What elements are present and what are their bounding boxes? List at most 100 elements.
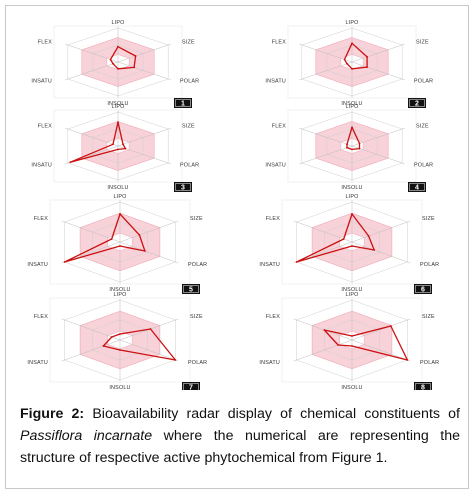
radar-panel-2: LIPO SIZE POLAR INSOLU INSATU FLEX 2 (265, 20, 433, 108)
data-point-lipo (117, 45, 119, 48)
data-point-lipo (351, 335, 353, 337)
radar-panel-6: LIPO SIZE POLAR INSOLU INSATU FLEX 6 (259, 194, 439, 294)
panel-number: 8 (421, 385, 425, 390)
data-point-flex (323, 329, 326, 331)
axis-label-lipo: LIPO (345, 104, 358, 110)
panel-badge (182, 284, 200, 294)
data-point-polar (406, 359, 409, 361)
axis-label-flex: FLEX (34, 314, 48, 320)
data-point-size (366, 56, 368, 58)
grid-spoke (351, 145, 405, 165)
data-point-insolu (351, 245, 353, 247)
panel-number: 6 (421, 287, 425, 294)
axis-label-insatu: INSATU (259, 262, 280, 268)
data-point-insatu (69, 161, 72, 164)
grid-spoke (65, 61, 119, 81)
axis-label-lipo: LIPO (345, 20, 358, 26)
grid-spoke (117, 43, 171, 63)
grid-spoke (117, 145, 171, 165)
radar-panel-4: LIPO SIZE POLAR INSOLU INSATU FLEX 4 (265, 104, 433, 192)
axis-label-polar: POLAR (188, 262, 207, 268)
axis-label-insolu: INSOLU (341, 287, 362, 293)
axis-label-insatu: INSATU (27, 262, 48, 268)
data-point-polar (144, 250, 146, 252)
grid-spoke (119, 339, 179, 362)
axis-label-size: SIZE (422, 216, 435, 222)
data-point-lipo (119, 213, 121, 215)
axis-label-lipo: LIPO (113, 292, 126, 298)
grid-spoke (351, 61, 405, 81)
axis-label-polar: POLAR (420, 360, 439, 366)
panel-badge-border (183, 383, 199, 390)
axis-label-polar: POLAR (180, 78, 199, 84)
grid-spoke (293, 220, 353, 243)
panel-badge (182, 382, 200, 390)
axis-label-insolu: INSOLU (107, 101, 128, 107)
data-point-insatu (295, 261, 298, 263)
radar-panel-5: LIPO SIZE POLAR INSOLU INSATU FLEX 5 (27, 194, 207, 294)
axis-label-insolu: INSOLU (341, 385, 362, 390)
data-point-lipo (117, 121, 119, 124)
grid-spoke (351, 318, 411, 341)
axis-label-insatu: INSATU (259, 360, 280, 366)
axis-label-insatu: INSATU (31, 162, 52, 168)
figure-caption: Figure 2: Bioavailability radar display … (20, 403, 460, 469)
data-point-insatu (102, 345, 105, 347)
axis-label-insolu: INSOLU (109, 385, 130, 390)
data-point-size (149, 328, 152, 330)
data-point-lipo (119, 333, 121, 335)
data-point-insatu (63, 261, 66, 263)
axis-label-lipo: LIPO (345, 194, 358, 200)
caption-label: Figure 2: (20, 406, 85, 423)
grid-box (287, 25, 417, 99)
grid-spoke (65, 127, 119, 147)
panel-badge-border (175, 183, 191, 191)
grid-spoke (351, 220, 411, 243)
data-point-flex (109, 58, 112, 61)
axis-label-lipo: LIPO (113, 194, 126, 200)
data-point-insolu (119, 349, 121, 351)
data-point-insatu (337, 344, 339, 346)
axis-label-polar: POLAR (414, 162, 433, 168)
axis-label-insatu: INSATU (265, 78, 286, 84)
data-point-polar (133, 66, 136, 69)
panel-badge (414, 284, 432, 294)
data-point-insolu (117, 67, 119, 70)
axis-label-flex: FLEX (38, 123, 52, 129)
radar-panel-7: LIPO SIZE POLAR INSOLU INSATU FLEX 7 (27, 292, 207, 390)
grid-spoke (61, 339, 121, 362)
axis-label-lipo: LIPO (111, 104, 124, 110)
figure-frame (5, 5, 469, 489)
grid-spoke (351, 127, 405, 147)
grid-spoke (351, 241, 411, 264)
grid-spoke (65, 43, 119, 63)
axis-label-flex: FLEX (38, 39, 52, 45)
axis-label-size: SIZE (416, 123, 429, 129)
grid-box (53, 109, 183, 183)
axis-label-insolu: INSOLU (107, 185, 128, 191)
panel-badge (408, 98, 426, 108)
grid-box (53, 25, 183, 99)
radar-panel-1: LIPO SIZE POLAR INSOLU INSATU FLEX 1 (31, 20, 199, 108)
axis-label-polar: POLAR (188, 360, 207, 366)
axis-label-lipo: LIPO (111, 20, 124, 26)
axis-label-flex: FLEX (266, 314, 280, 320)
data-point-size (358, 142, 361, 145)
panel-number: 1 (181, 101, 185, 108)
grid-spoke (299, 61, 353, 81)
grid-spoke (119, 220, 179, 243)
panel-badge (408, 182, 426, 192)
panel-badge-border (175, 99, 191, 107)
data-point-insolu (351, 345, 353, 347)
data-point-lipo (351, 42, 353, 45)
axis-label-insolu: INSOLU (109, 287, 130, 293)
axis-label-size: SIZE (182, 39, 195, 45)
data-point-insolu (351, 148, 353, 151)
data-point-flex (110, 238, 113, 240)
panel-badge (414, 382, 432, 390)
data-point-flex (346, 143, 348, 146)
axis-label-size: SIZE (190, 314, 203, 320)
grid-spoke (119, 241, 179, 264)
data-point-size (389, 325, 392, 327)
data-point-insolu (119, 245, 121, 247)
